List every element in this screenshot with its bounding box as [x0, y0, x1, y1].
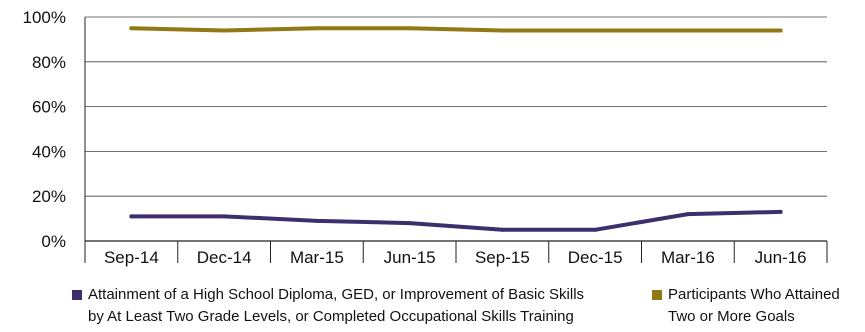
data-point [500, 227, 505, 232]
legend-swatch-attainment [72, 290, 82, 300]
data-point [407, 26, 412, 31]
y-tick-label: 40% [32, 142, 66, 161]
data-point [222, 28, 227, 33]
data-point [778, 28, 783, 33]
x-axis-ticks: Sep-14 Dec-14 Mar-15 Jun-15 Sep-15 Dec-15 Mar-… [84, 241, 828, 267]
y-tick-label: 20% [32, 187, 66, 206]
data-point [685, 28, 690, 33]
legend-item-participants: Participants Who Attained Two or More Go… [652, 284, 862, 328]
y-tick-label: 60% [32, 98, 66, 117]
data-point [314, 218, 319, 223]
data-point [407, 221, 412, 226]
legend-item-attainment: Attainment of a High School Diploma, GED… [72, 284, 632, 328]
y-axis-ticks: 0% 20% 40% 60% 80% 100% [23, 8, 66, 251]
legend-label-participants-line1: Participants Who Attained [668, 286, 840, 303]
data-point [314, 26, 319, 31]
legend-label-attainment-line2: by At Least Two Grade Levels, or Complet… [88, 308, 574, 325]
x-tick-label: Jun-15 [384, 248, 436, 267]
data-point [685, 212, 690, 217]
data-point [129, 26, 134, 31]
legend-label-participants-line2: Two or More Goals [668, 308, 795, 325]
y-tick-label: 0% [41, 232, 66, 251]
x-tick-label: Dec-15 [568, 248, 623, 267]
x-tick-label: Sep-15 [475, 248, 530, 267]
x-tick-label: Mar-16 [661, 248, 715, 267]
legend-label-attainment-line1: Attainment of a High School Diploma, GED… [88, 286, 585, 303]
series-line-0 [129, 209, 783, 232]
data-point [500, 28, 505, 33]
x-tick-label: Dec-14 [197, 248, 252, 267]
y-tick-label: 100% [23, 8, 66, 27]
data-point [222, 214, 227, 219]
data-point [778, 209, 783, 214]
series-lines [129, 26, 783, 232]
data-point [593, 227, 598, 232]
legend-swatch-participants [652, 290, 662, 300]
data-point [129, 214, 134, 219]
x-tick-label: Jun-16 [755, 248, 807, 267]
series-line-1 [129, 26, 783, 33]
x-tick-label: Sep-14 [104, 248, 159, 267]
x-tick-label: Mar-15 [290, 248, 344, 267]
gridlines [84, 16, 827, 242]
data-point [593, 28, 598, 33]
y-tick-label: 80% [32, 53, 66, 72]
